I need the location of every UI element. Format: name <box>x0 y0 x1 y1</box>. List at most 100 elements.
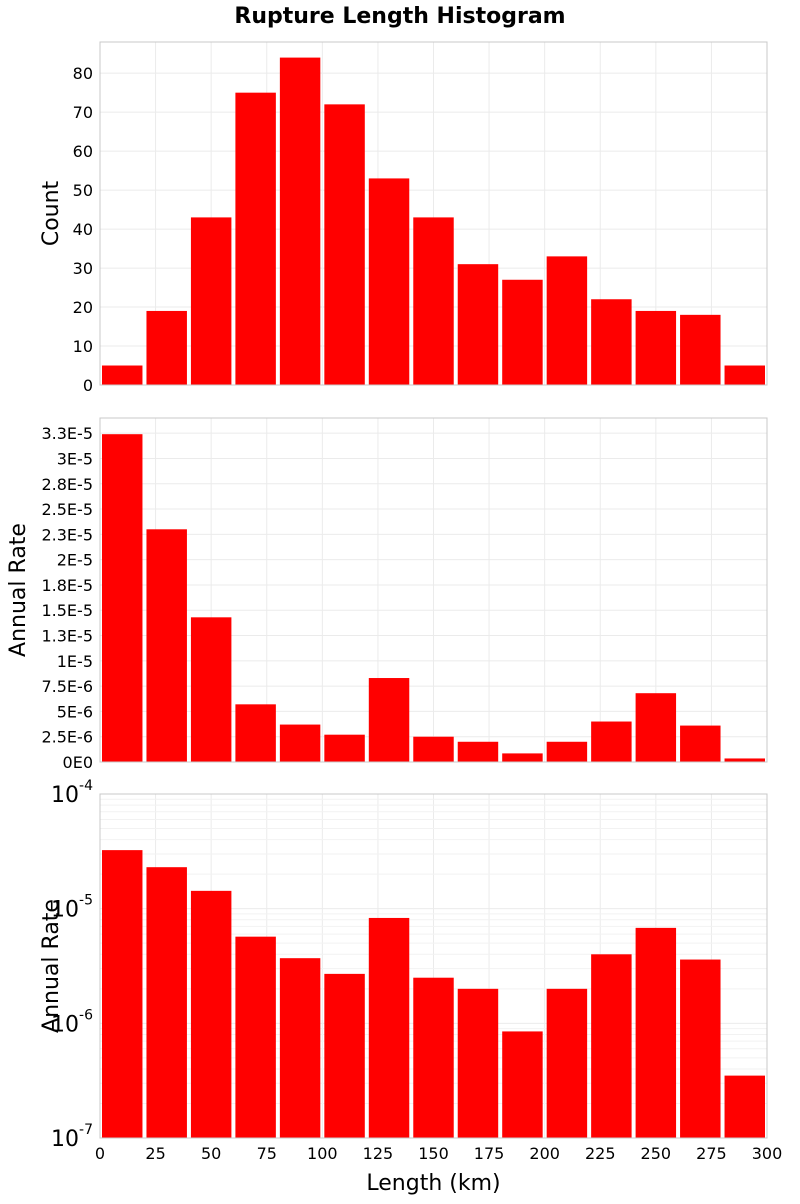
bar-series <box>102 434 765 762</box>
annual-rate-linear-panel: 0E0 2.5E-6 5E-6 7.5E-6 1E-5 1.3E-5 1.5E-5 1.8E-… <box>6 417 768 772</box>
histogram-bar <box>190 617 232 762</box>
bar-series <box>102 57 765 385</box>
histogram-bar <box>546 988 588 1138</box>
x-tick-label: 100 <box>307 1144 338 1163</box>
histogram-bar <box>235 936 276 1138</box>
histogram-bar <box>457 988 499 1138</box>
histogram-bar <box>235 92 276 385</box>
bar-series <box>102 850 765 1138</box>
y-tick-label: 2E-5 <box>57 551 93 570</box>
histogram-bar <box>724 365 765 385</box>
x-tick-label: 150 <box>418 1144 449 1163</box>
histogram-bar <box>635 310 677 385</box>
histogram-bar <box>680 959 721 1138</box>
histogram-bar <box>635 927 677 1138</box>
y-tick-label: 30 <box>73 259 93 278</box>
y-tick-label: 10-7 <box>51 1122 93 1152</box>
y-tick-label: 1.8E-5 <box>41 576 93 595</box>
histogram-bar <box>324 104 365 385</box>
histogram-bar <box>146 310 187 385</box>
histogram-bar <box>457 741 499 762</box>
annual-rate-log-panel: 10-7 10-6 10-5 10-4 0 25 50 75 100 125 150 175 200 22… <box>39 778 782 1196</box>
y-tick-label: 50 <box>73 181 93 200</box>
y-tick-label: 40 <box>73 220 93 239</box>
x-axis-title: Length (km) <box>366 1171 500 1196</box>
y-axis-title: Count <box>39 180 64 246</box>
histogram-bar <box>368 178 410 385</box>
histogram-bar <box>324 973 365 1138</box>
y-tick-label: 10-6 <box>51 1007 93 1037</box>
chart-title: Rupture Length Histogram <box>234 4 565 29</box>
histogram-bar <box>546 256 588 385</box>
x-tick-label: 0 <box>95 1144 105 1163</box>
histogram-bar <box>413 217 454 385</box>
histogram-bar <box>502 1031 543 1138</box>
histogram-bar <box>146 867 187 1138</box>
y-tick-label: 2.5E-6 <box>41 728 93 747</box>
x-tick-label: 50 <box>201 1144 221 1163</box>
x-tick-label: 200 <box>529 1144 560 1163</box>
y-tick-label: 0E0 <box>63 753 93 772</box>
histogram-bar <box>368 917 410 1138</box>
y-tick-label: 5E-6 <box>57 702 93 721</box>
x-tick-labels: 0 25 50 75 100 125 150 175 200 225 250 275 300 <box>95 1144 782 1163</box>
y-axis-title: Annual Rate <box>39 899 64 1033</box>
histogram-bar <box>591 954 632 1138</box>
histogram-bar <box>279 958 321 1138</box>
histogram-bar <box>146 529 187 762</box>
plot-frame <box>99 417 768 763</box>
y-tick-label: 2.3E-5 <box>41 525 93 544</box>
x-tick-label: 125 <box>363 1144 394 1163</box>
y-tick-label: 80 <box>73 64 93 83</box>
histogram-bar <box>680 314 721 385</box>
histogram-bar <box>102 365 143 385</box>
histogram-bar <box>457 264 499 385</box>
histogram-bar <box>591 721 632 762</box>
histogram-bar <box>324 734 365 762</box>
y-tick-label: 10 <box>73 337 93 356</box>
histogram-bar <box>102 434 143 762</box>
y-tick-labels: 0E0 2.5E-6 5E-6 7.5E-6 1E-5 1.3E-5 1.5E-5 1.8E-… <box>41 424 93 772</box>
histogram-bar <box>190 217 232 385</box>
histogram-bar <box>279 724 321 762</box>
x-tick-label: 275 <box>696 1144 727 1163</box>
histogram-bar <box>635 693 677 762</box>
y-tick-label: 7.5E-6 <box>41 677 93 696</box>
y-tick-label: 70 <box>73 103 93 122</box>
y-tick-label: 0 <box>83 376 93 395</box>
x-tick-label: 25 <box>145 1144 165 1163</box>
y-tick-label: 10-5 <box>51 893 93 923</box>
y-tick-labels: 10-7 10-6 10-5 10-4 <box>51 778 93 1152</box>
histogram-bar <box>680 725 721 762</box>
histogram-bar <box>724 1075 765 1138</box>
histogram-bar <box>279 57 321 385</box>
histogram-bar <box>413 977 454 1138</box>
y-tick-label: 3E-5 <box>57 449 93 468</box>
y-tick-label: 1E-5 <box>57 652 93 671</box>
histogram-bar <box>591 299 632 385</box>
y-tick-label: 60 <box>73 142 93 161</box>
histogram-bar <box>502 753 543 762</box>
plot-frame <box>99 793 768 1139</box>
x-tick-label: 225 <box>585 1144 616 1163</box>
histogram-bar <box>413 736 454 762</box>
x-tick-label: 300 <box>752 1144 783 1163</box>
x-tick-label: 250 <box>641 1144 672 1163</box>
y-tick-label: 1.5E-5 <box>41 601 93 620</box>
count-histogram-panel: 0 10 20 30 40 50 60 70 80 Count <box>39 41 768 395</box>
histogram-bar <box>190 890 232 1138</box>
y-tick-label: 2.8E-5 <box>41 475 93 494</box>
y-tick-label: 20 <box>73 298 93 317</box>
y-tick-label: 10-4 <box>51 778 93 808</box>
histogram-bar <box>502 279 543 385</box>
y-tick-label: 1.3E-5 <box>41 627 93 646</box>
y-tick-labels: 0 10 20 30 40 50 60 70 80 <box>73 64 93 395</box>
histogram-bar <box>235 704 276 762</box>
x-tick-label: 75 <box>257 1144 277 1163</box>
grid-lines <box>99 418 768 763</box>
x-tick-label: 175 <box>474 1144 505 1163</box>
histogram-bar <box>724 758 765 762</box>
histogram-bar <box>546 741 588 762</box>
